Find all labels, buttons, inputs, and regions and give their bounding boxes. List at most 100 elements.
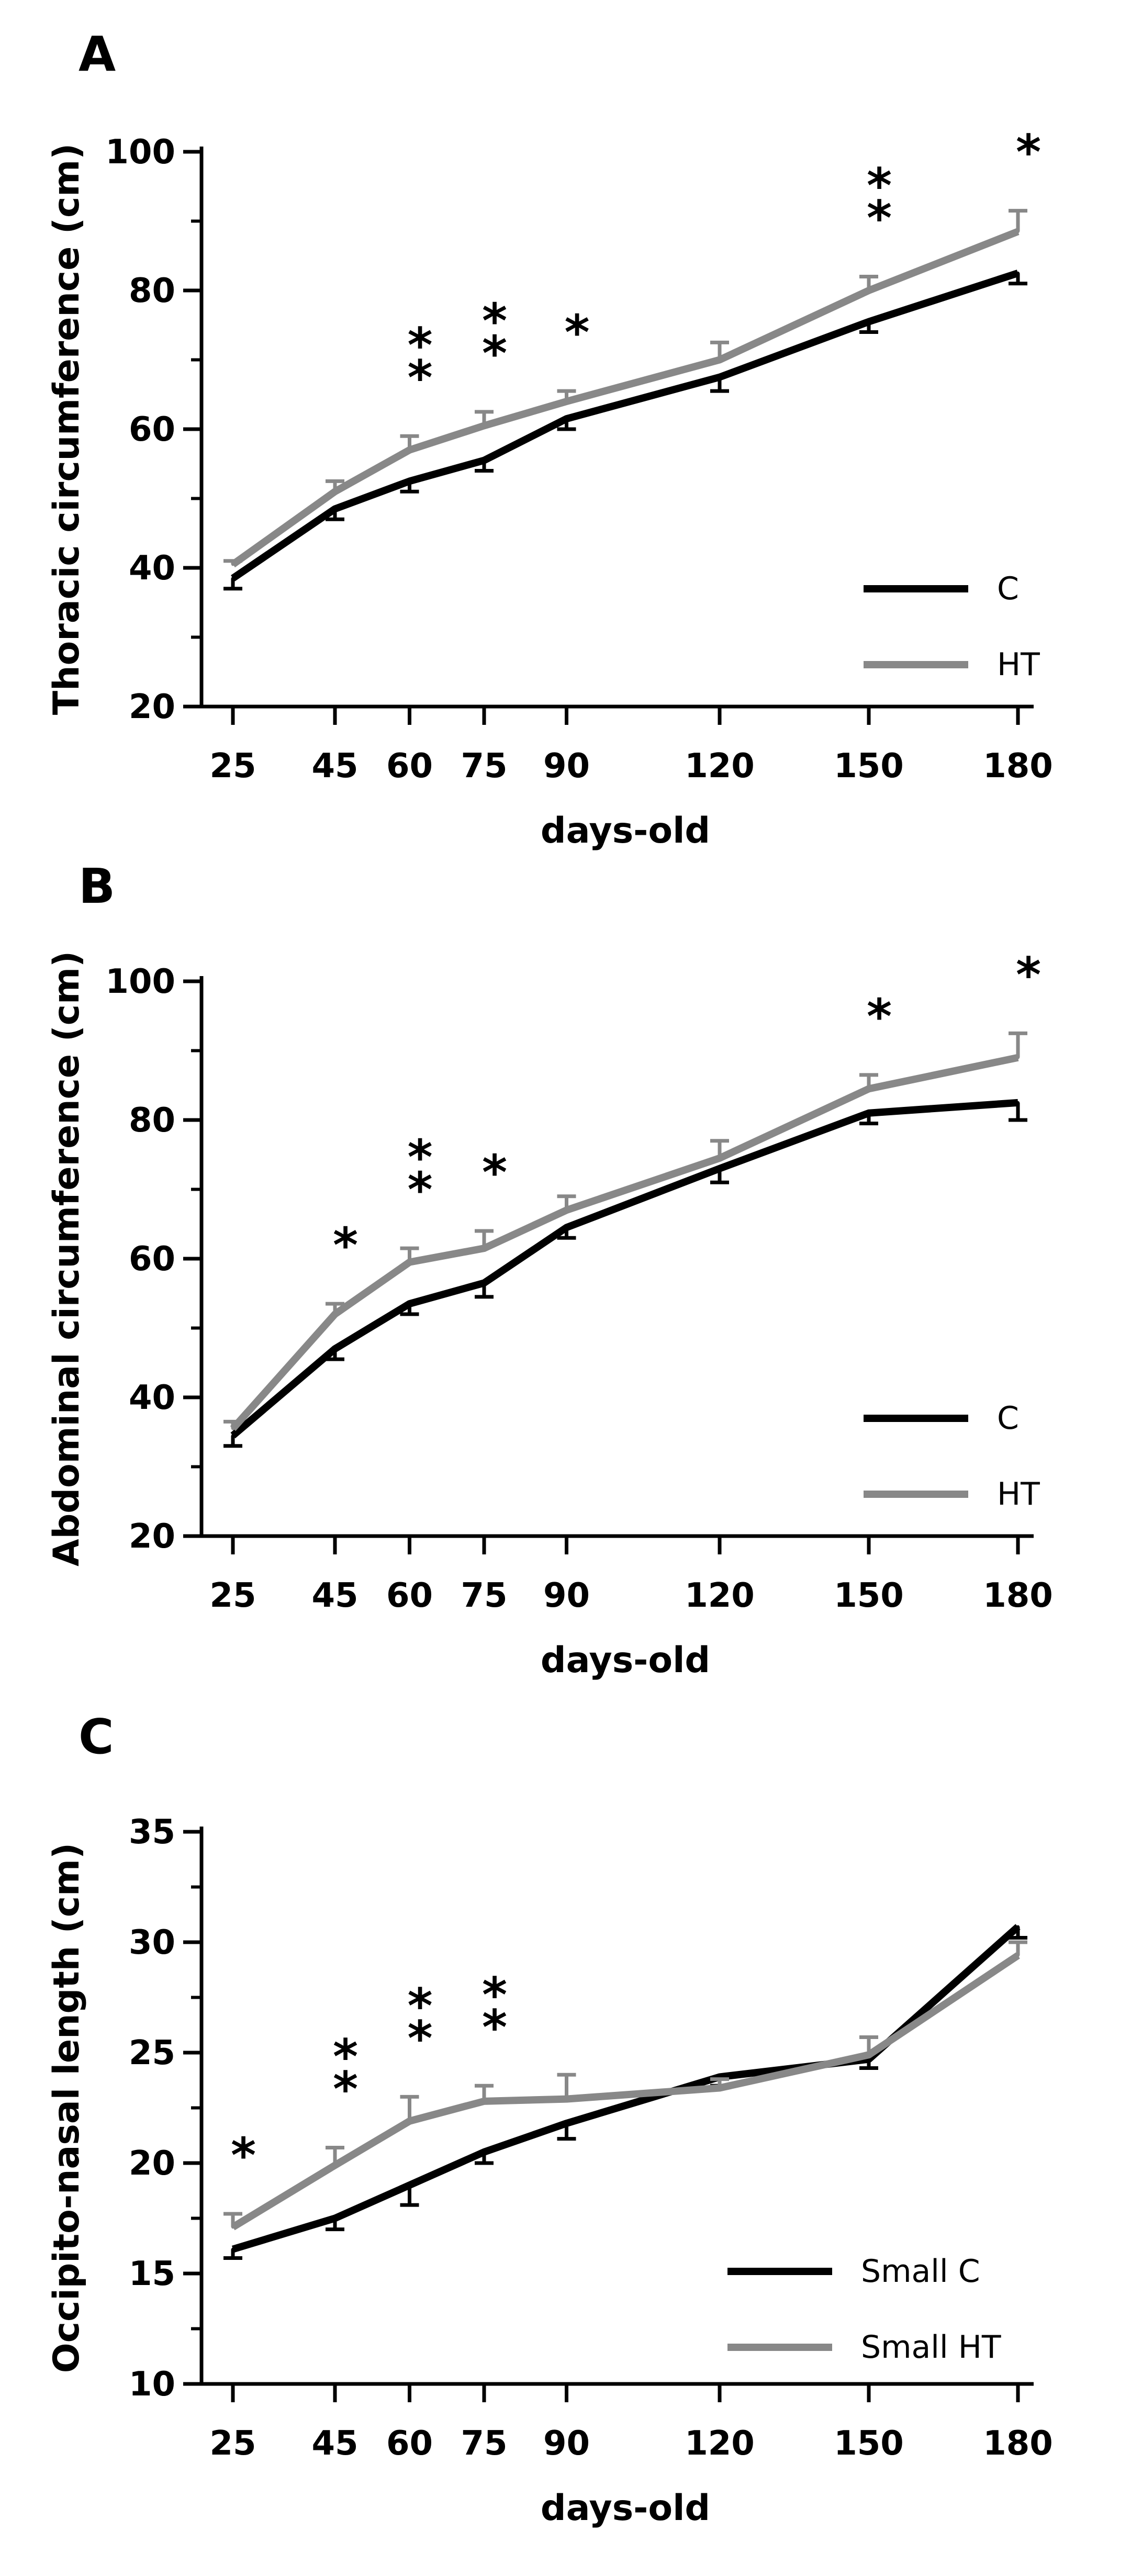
data-point: [867, 1111, 870, 1115]
y-tick-label: 60: [129, 1240, 175, 1279]
significance-marker: *: [1016, 125, 1041, 181]
significance-marker: **: [867, 158, 892, 247]
x-tick-label: 150: [834, 2424, 904, 2463]
significance-star: *: [407, 1162, 432, 1218]
y-tick-label: 40: [129, 1379, 175, 1417]
x-tick-label: 25: [209, 2424, 256, 2463]
significance-star: *: [231, 2127, 256, 2183]
x-tick-label: 120: [685, 747, 755, 786]
significance-marker: **: [407, 1129, 432, 1218]
x-tick-label: 60: [386, 1576, 433, 1615]
data-point: [718, 358, 721, 362]
data-point: [483, 424, 486, 428]
panel-letter: B: [79, 858, 115, 914]
series-c: [223, 270, 1027, 591]
y-tick-label: 20: [129, 688, 175, 726]
x-tick-label: 25: [209, 1576, 256, 1615]
data-point: [483, 1281, 486, 1285]
significance-marker: *: [867, 989, 892, 1045]
data-point: [483, 458, 486, 462]
data-point: [1016, 271, 1020, 275]
data-point: [333, 490, 337, 494]
data-point: [718, 375, 721, 379]
data-point: [408, 2119, 411, 2123]
significance-marker: *: [333, 1217, 358, 1273]
data-point: [565, 1226, 568, 1229]
chart-panel-a: A 20 40 60 80 100 25 45 60 75 90 120 150 180 days-old T…: [46, 26, 1053, 852]
data-point: [231, 576, 234, 580]
chart-panel-b: B 20 40 60 80 100 25 45 60 75 90 120 150 180 days-old A…: [46, 858, 1053, 1681]
x-tick-label: 60: [386, 2424, 433, 2463]
data-point: [718, 1167, 721, 1170]
series-line: [230, 1099, 1018, 1439]
x-tick-label: 90: [543, 2424, 590, 2463]
significance-marker: *: [564, 305, 589, 361]
significance-marker: *: [231, 2127, 256, 2183]
y-tick-label: 20: [129, 1517, 175, 1556]
x-tick-label: 180: [983, 747, 1053, 786]
data-point: [565, 2122, 568, 2125]
data-point: [333, 2164, 337, 2167]
significance-star: *: [407, 350, 432, 406]
data-point: [333, 1313, 337, 1316]
y-tick-label: 100: [105, 962, 175, 1001]
series-line: [231, 1952, 1020, 2231]
significance-marker: **: [333, 2029, 358, 2117]
x-tick-label: 45: [311, 747, 358, 786]
significance-marker: **: [407, 1978, 432, 2066]
data-point: [1016, 1056, 1020, 1059]
legend-label: Small HT: [861, 2329, 1001, 2366]
significance-star: *: [333, 2029, 358, 2085]
significance-star: *: [564, 305, 589, 361]
significance-star: *: [482, 1999, 507, 2055]
significance-star: *: [867, 158, 892, 214]
y-tick-label: 100: [105, 133, 175, 172]
data-point: [231, 2247, 234, 2251]
x-tick-label: 90: [543, 747, 590, 786]
y-tick-label: 35: [129, 1813, 175, 1852]
significance-star: *: [482, 293, 507, 349]
data-point: [231, 1433, 234, 1437]
x-tick-label: 75: [461, 2424, 507, 2463]
data-point: [867, 289, 870, 292]
legend-label: C: [997, 1400, 1019, 1437]
data-point: [483, 2099, 486, 2103]
significance-star: *: [482, 326, 507, 382]
legend-label: C: [997, 570, 1019, 607]
y-axis-title: Abdominal circumference (cm): [46, 951, 87, 1566]
significance-star: *: [407, 317, 432, 373]
x-tick-label: 90: [543, 1576, 590, 1615]
data-point: [718, 1156, 721, 1160]
panel-letter: C: [79, 1709, 114, 1765]
significance-marker: **: [407, 317, 432, 406]
data-point: [565, 400, 568, 403]
data-point: [867, 1087, 870, 1091]
y-tick-label: 25: [129, 2034, 175, 2073]
significance-star: *: [407, 2010, 432, 2066]
significance-star: *: [407, 1978, 432, 2034]
data-point: [565, 1208, 568, 1212]
data-point: [565, 417, 568, 421]
series-ht: [223, 209, 1027, 568]
series-small-ht: [223, 1940, 1027, 2231]
legend-label: Small C: [861, 2253, 980, 2290]
y-tick-label: 40: [129, 549, 175, 588]
series-line: [231, 270, 1020, 581]
data-point: [1016, 1925, 1020, 1929]
legend-label: HT: [997, 1476, 1040, 1513]
significance-star: *: [333, 2061, 358, 2117]
data-point: [1016, 230, 1020, 233]
x-tick-label: 180: [983, 1576, 1053, 1615]
y-tick-label: 60: [129, 410, 175, 449]
y-tick-label: 15: [129, 2255, 175, 2293]
data-point: [1016, 1101, 1020, 1104]
y-tick-label: 80: [129, 272, 175, 310]
data-point: [231, 2225, 234, 2229]
data-point: [408, 1260, 411, 1264]
data-point: [1016, 1954, 1020, 1957]
data-point: [333, 1347, 337, 1351]
x-tick-label: 150: [834, 747, 904, 786]
x-tick-label: 45: [311, 2424, 358, 2463]
